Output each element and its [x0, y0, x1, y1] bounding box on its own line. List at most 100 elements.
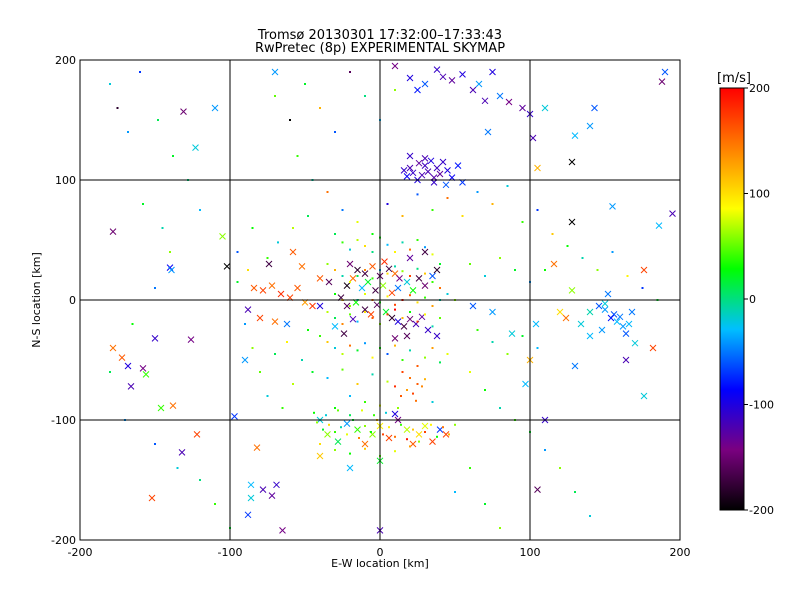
data-point-dot: [409, 248, 411, 251]
data-point-x: [385, 434, 393, 442]
data-point-dot: [484, 503, 486, 505]
data-point-dot: [415, 399, 417, 402]
data-point-dot: [301, 359, 303, 361]
data-point-dot: [401, 317, 404, 319]
data-point-x: [522, 380, 529, 388]
data-point-x: [273, 481, 280, 489]
data-point-dot: [431, 401, 434, 403]
data-point-dot: [236, 281, 239, 283]
data-point-x: [424, 326, 432, 334]
data-point-x: [265, 260, 273, 268]
data-point-x: [406, 315, 414, 323]
data-point-x: [343, 302, 351, 310]
data-point-x: [415, 431, 423, 438]
data-point-dot: [370, 431, 372, 433]
data-point-x: [247, 494, 255, 502]
colorbar-label: [m/s]: [717, 71, 751, 86]
data-point-dot: [281, 407, 284, 409]
data-point-dot: [139, 71, 141, 73]
data-point-dot: [334, 317, 336, 319]
data-point-dot: [394, 450, 396, 453]
data-point-x: [625, 320, 633, 328]
data-point-x: [367, 311, 375, 318]
data-point-x: [151, 335, 159, 342]
data-point-dot: [401, 270, 404, 273]
data-point-dot: [521, 221, 524, 223]
data-point-dot: [446, 353, 449, 355]
data-point-x: [354, 266, 361, 274]
data-point-x: [598, 326, 606, 334]
data-point-x: [324, 431, 331, 438]
data-point-dot: [506, 353, 509, 355]
data-point-x: [316, 452, 324, 460]
data-point-x: [604, 290, 612, 298]
data-point-x: [358, 284, 366, 292]
data-point-dot: [521, 335, 524, 337]
data-point-dot: [364, 342, 366, 345]
data-point-x: [586, 122, 594, 130]
data-point-dot: [491, 341, 494, 343]
data-point-x: [247, 481, 255, 489]
data-point-dot: [499, 407, 501, 409]
data-point-dot: [416, 301, 419, 304]
data-point-dot: [326, 263, 329, 265]
colorbar: [719, 87, 745, 511]
data-point-dot: [341, 241, 344, 244]
data-point-dot: [266, 257, 269, 259]
data-point-dot: [116, 107, 119, 109]
colorbar-ticks: -200 -100 0 100 200: [744, 82, 774, 517]
data-point-x: [519, 104, 526, 112]
data-point-dot: [397, 407, 399, 409]
data-point-x: [661, 68, 669, 76]
data-point-dot: [296, 155, 299, 157]
data-point-x: [454, 162, 462, 169]
data-point-x: [259, 486, 267, 493]
colorbar-tick-label: -200: [749, 504, 774, 517]
data-point-dot: [319, 443, 321, 445]
data-point-x: [139, 365, 147, 372]
data-point-dot: [386, 272, 389, 275]
data-point-x: [601, 306, 609, 313]
data-point-dot: [439, 287, 441, 289]
data-point-dot: [401, 215, 404, 217]
data-point-dot: [626, 275, 629, 277]
data-point-dot: [340, 426, 342, 429]
data-point-dot: [304, 83, 306, 85]
data-point-dot: [386, 313, 389, 316]
data-point-dot: [358, 437, 360, 439]
data-point-dot: [416, 239, 419, 241]
data-point-dot: [326, 191, 329, 193]
colorbar-tick-label: 100: [749, 188, 770, 201]
data-point-x: [421, 155, 429, 162]
colorbar-tick-label: 200: [749, 82, 770, 95]
data-point-x: [157, 404, 165, 412]
data-point-x: [361, 270, 369, 277]
data-point-x: [187, 336, 195, 343]
data-point-dot: [611, 251, 614, 253]
data-point-dot: [385, 411, 387, 414]
data-point-x: [279, 527, 286, 534]
data-point-dot: [439, 263, 441, 265]
data-point-dot: [316, 421, 318, 424]
data-point-dot: [409, 349, 411, 352]
x-tick-label: 200: [670, 546, 691, 559]
data-point-x: [316, 302, 324, 310]
data-point-x: [388, 314, 396, 322]
data-point-dot: [406, 389, 408, 391]
data-point-dot: [461, 215, 464, 217]
data-point-x: [334, 438, 342, 445]
data-point-dot: [334, 269, 336, 271]
data-point-dot: [251, 227, 254, 229]
x-axis-label: E-W location [km]: [331, 557, 429, 570]
data-point-dot: [349, 71, 351, 73]
data-point-dot: [484, 275, 486, 277]
data-point-x: [400, 323, 408, 330]
data-point-x: [442, 181, 450, 189]
data-point-x: [298, 263, 306, 270]
data-point-x: [403, 173, 411, 180]
data-point-x: [193, 431, 201, 438]
data-point-dot: [439, 361, 441, 364]
data-point-dot: [416, 267, 419, 270]
data-point-dot: [394, 89, 396, 91]
data-point-dot: [286, 341, 288, 343]
